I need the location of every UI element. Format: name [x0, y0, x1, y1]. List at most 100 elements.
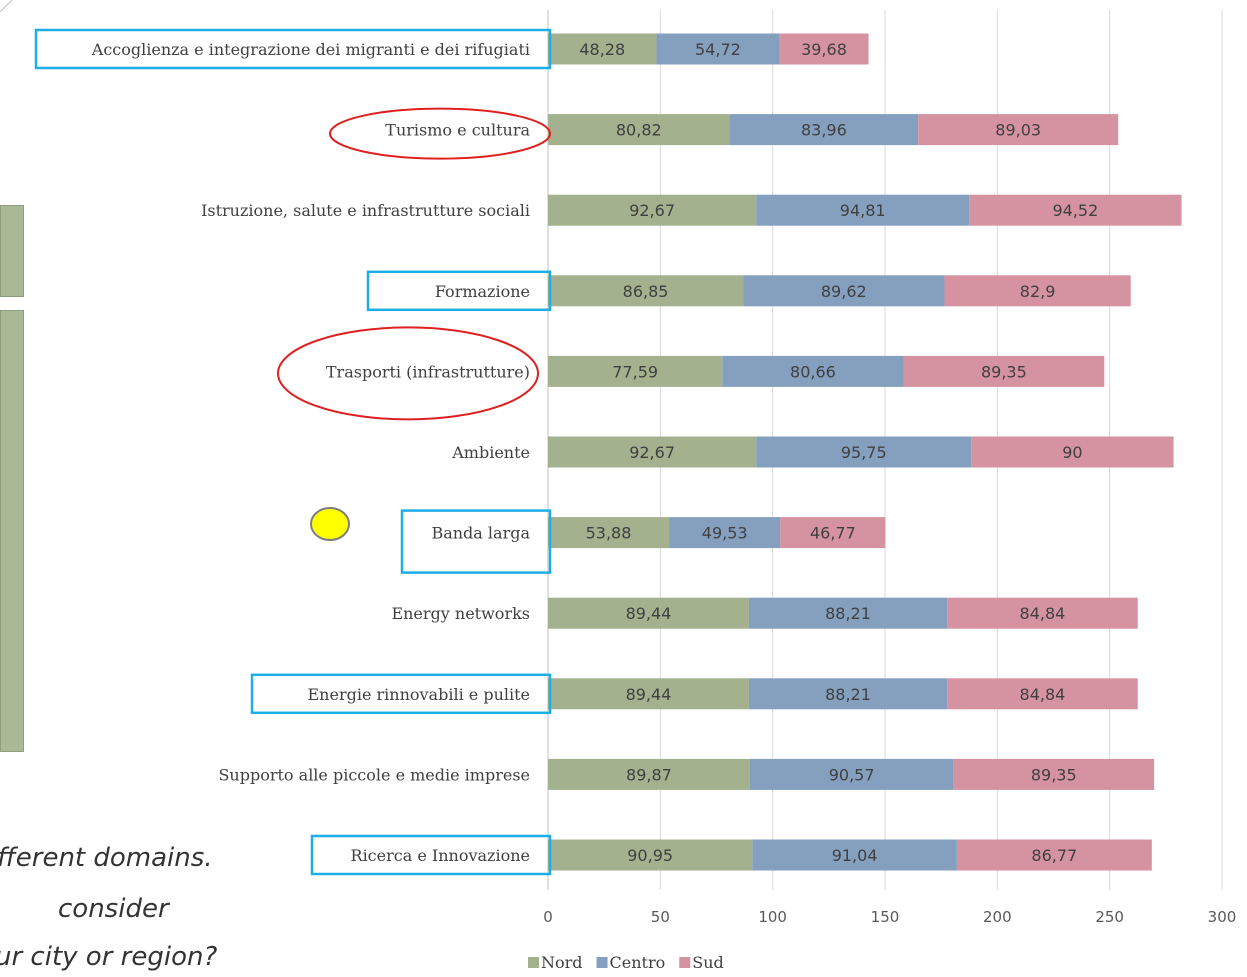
bar-segment-sud	[944, 275, 1131, 307]
category-label: Banda larga	[431, 524, 530, 543]
data-label: 53,88	[586, 524, 632, 543]
bar-segment-sud	[956, 839, 1152, 871]
highlight-box	[400, 509, 552, 574]
bar-segment-sud	[947, 597, 1138, 629]
bar-segment-centro	[756, 194, 970, 226]
data-label: 95,75	[841, 443, 887, 462]
bar-segment-centro	[752, 839, 957, 871]
bar-segment-sud	[971, 436, 1174, 468]
data-label: 91,04	[832, 846, 878, 865]
x-tick-label: 0	[543, 908, 553, 926]
bar-segment-nord	[548, 436, 757, 468]
data-label: 86,77	[1031, 846, 1077, 865]
data-label: 54,72	[695, 40, 741, 59]
category-label: Formazione	[435, 282, 530, 301]
question-line-2: consider	[58, 894, 169, 924]
bar-segment-centro	[756, 436, 972, 468]
x-tick-label: 200	[983, 908, 1012, 926]
bar-segment-sud	[780, 517, 886, 549]
bar-segment-nord	[548, 517, 670, 549]
legend-label-nord: Nord	[541, 953, 583, 972]
x-tick-label: 250	[1095, 908, 1124, 926]
category-label: Turismo e cultura	[385, 121, 530, 140]
bar-segment-sud	[947, 678, 1138, 710]
data-label: 39,68	[801, 40, 847, 59]
data-label: 89,44	[626, 685, 672, 704]
bar-segment-centro	[748, 678, 948, 710]
data-label: 48,28	[579, 40, 625, 59]
data-label: 89,03	[995, 121, 1041, 140]
highlight-ellipse	[329, 107, 551, 160]
bar-segment-centro	[669, 517, 781, 549]
bar-segment-centro	[656, 33, 780, 65]
data-label: 89,44	[626, 604, 672, 623]
question-line-3: ur city or region?	[0, 942, 218, 972]
bar-segment-nord	[548, 597, 749, 629]
data-label: 90,57	[829, 765, 875, 784]
category-label: Trasporti (infrastrutture)	[326, 362, 530, 381]
data-label: 92,67	[629, 443, 675, 462]
yellow-marker	[310, 507, 350, 541]
category-label: Ambiente	[451, 443, 530, 462]
x-tick-label: 150	[871, 908, 900, 926]
category-label: Energie rinnovabili e pulite	[307, 685, 530, 704]
bar-segment-nord	[548, 678, 749, 710]
bar-segment-centro	[749, 758, 954, 790]
legend-swatch-sud	[679, 957, 691, 968]
category-label: Supporto alle piccole e medie imprese	[218, 765, 530, 784]
data-label: 49,53	[702, 524, 748, 543]
corner-decoration	[0, 0, 12, 12]
x-tick-label: 300	[1208, 908, 1237, 926]
data-label: 94,52	[1052, 201, 1098, 220]
legend-label-sud: Sud	[692, 953, 724, 972]
data-label: 89,35	[1031, 765, 1077, 784]
category-label: Accoglienza e integrazione dei migranti …	[91, 40, 530, 59]
data-label: 80,66	[790, 362, 836, 381]
highlight-box	[366, 270, 552, 312]
category-label: Ricerca e Innovazione	[351, 846, 530, 865]
category-label: Energy networks	[391, 604, 530, 623]
data-label: 82,9	[1020, 282, 1056, 301]
bar-segment-nord	[548, 275, 744, 307]
data-label: 83,96	[801, 121, 847, 140]
bar-segment-sud	[903, 355, 1105, 387]
bar-segment-centro	[722, 355, 904, 387]
bar-segment-nord	[548, 194, 757, 226]
bar-segment-sud	[779, 33, 869, 65]
question-line-1: fferent domains.	[0, 843, 213, 873]
data-label: 89,62	[821, 282, 867, 301]
bar-segment-nord	[548, 758, 750, 790]
data-label: 77,59	[612, 362, 658, 381]
data-label: 92,67	[629, 201, 675, 220]
bar-segment-nord	[548, 114, 730, 146]
bar-segment-sud	[953, 758, 1155, 790]
data-label: 89,87	[626, 765, 672, 784]
data-label: 84,84	[1020, 685, 1066, 704]
bar-segment-nord	[548, 33, 657, 65]
side-panel-bottom	[0, 310, 24, 752]
highlight-ellipse	[277, 326, 539, 421]
highlight-box	[250, 673, 552, 715]
data-label: 89,35	[981, 362, 1027, 381]
bar-segment-sud	[918, 114, 1119, 146]
data-label: 46,77	[810, 524, 856, 543]
side-panel-top	[0, 205, 24, 297]
data-label: 88,21	[825, 685, 871, 704]
x-tick-label: 100	[758, 908, 787, 926]
data-label: 90	[1062, 443, 1082, 462]
data-label: 88,21	[825, 604, 871, 623]
legend-swatch-centro	[596, 957, 608, 968]
bar-segment-centro	[729, 114, 919, 146]
bar-segment-nord	[548, 839, 753, 871]
bar-segment-centro	[743, 275, 945, 307]
highlight-box	[310, 834, 552, 876]
data-label: 94,81	[840, 201, 886, 220]
highlight-box	[34, 28, 552, 70]
bar-segment-sud	[969, 194, 1182, 226]
category-label: Istruzione, salute e infrastrutture soci…	[201, 201, 530, 220]
legend-swatch-nord	[528, 957, 539, 968]
bar-segment-centro	[748, 597, 948, 629]
data-label: 84,84	[1020, 604, 1066, 623]
x-tick-label: 50	[651, 908, 670, 926]
